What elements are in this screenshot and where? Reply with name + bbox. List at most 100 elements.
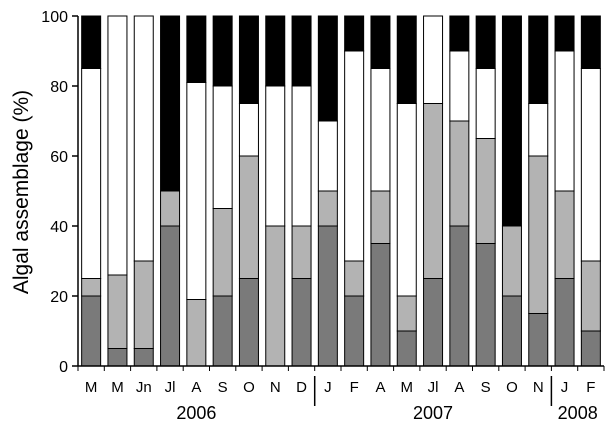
y-tick-label: 40: [50, 219, 68, 236]
x-tick-label: F: [350, 379, 359, 396]
y-axis-label: Algal assemblage (%): [10, 90, 33, 294]
bar-segment: [107, 348, 128, 367]
bar-segment: [344, 50, 365, 262]
x-tick-label: M: [85, 379, 98, 396]
bar-segment: [423, 15, 444, 104]
bar-segment: [291, 278, 312, 367]
bar-segment: [528, 15, 549, 104]
bar-segment: [344, 15, 365, 52]
year-label: 2007: [413, 403, 453, 423]
bar-segment: [160, 15, 181, 192]
bar-segment: [580, 260, 601, 332]
bar-segment: [344, 260, 365, 297]
year-label: 2006: [176, 403, 216, 423]
bar-segment: [449, 50, 470, 122]
x-tick-label: N: [270, 379, 281, 396]
bar-segment: [370, 243, 391, 367]
bar-segment: [370, 190, 391, 244]
bar-segment: [528, 155, 549, 314]
bar-segment: [423, 278, 444, 367]
x-tick-label: A: [454, 379, 464, 396]
bar-segment: [396, 15, 417, 104]
bar-segment: [501, 295, 522, 367]
year-label: 2008: [558, 403, 598, 423]
bar-segment: [370, 15, 391, 69]
bar-segment: [396, 295, 417, 332]
x-tick-label: S: [481, 379, 491, 396]
bar-segment: [580, 330, 601, 367]
bar-segment: [317, 225, 338, 367]
x-tick-label: A: [191, 379, 201, 396]
y-tick-label: 0: [59, 359, 68, 376]
bar-segment: [265, 15, 286, 87]
bar-segment: [317, 15, 338, 122]
x-tick-label: J: [324, 379, 332, 396]
bar-segment: [580, 15, 601, 69]
bar-segment: [265, 85, 286, 227]
bar-segment: [238, 103, 259, 157]
x-tick-label: A: [375, 379, 385, 396]
bar-segment: [107, 15, 128, 276]
bar-segment: [554, 190, 575, 279]
x-tick-label: F: [586, 379, 595, 396]
y-tick-label: 60: [50, 149, 68, 166]
x-tick-label: Jl: [428, 379, 439, 396]
bar-segment: [580, 68, 601, 262]
bar-segment: [317, 190, 338, 227]
bar-segment: [186, 15, 207, 83]
bars-layer: [81, 15, 601, 367]
bar-segment: [554, 278, 575, 367]
bar-segment: [238, 278, 259, 367]
x-tick-label: D: [296, 379, 307, 396]
bar-segment: [238, 155, 259, 279]
bar-segment: [265, 225, 286, 367]
bar-segment: [396, 103, 417, 297]
bar-segment: [475, 138, 496, 244]
bar-segment: [133, 15, 154, 262]
bar-segment: [528, 103, 549, 157]
bar-segment: [212, 15, 233, 87]
bar-segment: [475, 243, 496, 367]
bar-segment: [291, 85, 312, 227]
x-tick-label: O: [506, 379, 518, 396]
bar-segment: [291, 15, 312, 87]
bar-segment: [160, 225, 181, 367]
x-tick-label: M: [401, 379, 414, 396]
bar-segment: [370, 68, 391, 192]
bar-segment: [291, 225, 312, 279]
bar-segment: [501, 15, 522, 227]
y-tick-label: 100: [41, 9, 68, 26]
x-tick-label: N: [533, 379, 544, 396]
bar-segment: [212, 85, 233, 209]
bar-segment: [186, 299, 207, 367]
bar-segment: [475, 68, 496, 139]
x-tick-label: S: [218, 379, 228, 396]
bar-segment: [344, 295, 365, 367]
y-tick-label: 80: [50, 79, 68, 96]
x-tick-label: Jl: [165, 379, 176, 396]
bar-segment: [81, 278, 102, 297]
bar-segment: [501, 225, 522, 297]
bar-segment: [160, 190, 181, 227]
bar-segment: [133, 260, 154, 349]
bar-segment: [449, 120, 470, 227]
bar-segment: [423, 103, 444, 279]
bar-segment: [528, 313, 549, 367]
bar-segment: [133, 348, 154, 367]
bar-segment: [554, 15, 575, 52]
y-tick-label: 20: [50, 289, 68, 306]
bar-segment: [396, 330, 417, 367]
x-tick-label: M: [111, 379, 124, 396]
bar-segment: [238, 15, 259, 104]
x-tick-label: Jn: [136, 379, 152, 396]
bar-segment: [449, 225, 470, 367]
bar-segment: [554, 50, 575, 192]
bar-segment: [107, 274, 128, 349]
bar-segment: [317, 120, 338, 192]
bar-segment: [475, 15, 496, 69]
bar-segment: [81, 295, 102, 367]
x-tick-label: O: [243, 379, 255, 396]
bar-segment: [212, 208, 233, 297]
